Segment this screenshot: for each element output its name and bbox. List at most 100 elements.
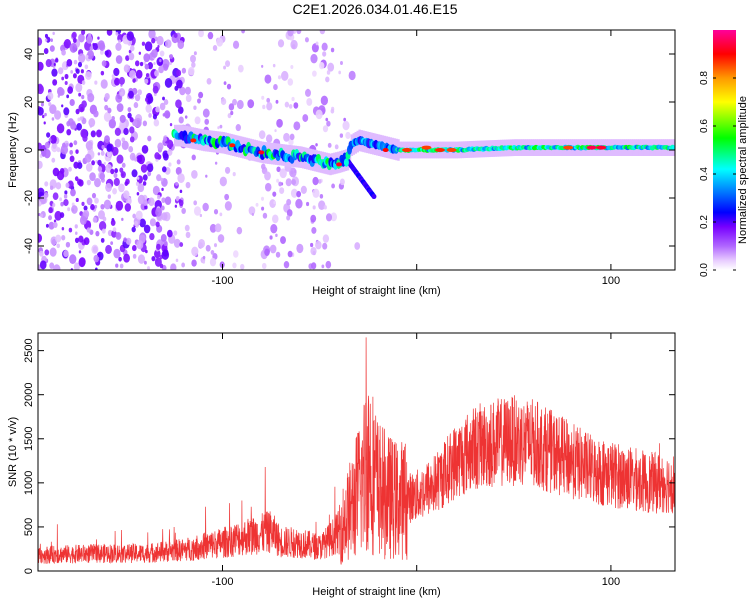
noise-blob: [38, 160, 43, 169]
noise-blob: [265, 134, 273, 143]
noise-blob: [71, 208, 74, 212]
noise-blob: [177, 106, 184, 114]
noise-blob: [164, 196, 172, 205]
noise-blob: [276, 118, 283, 128]
track-hotspot: [596, 145, 607, 150]
noise-blob: [290, 188, 298, 198]
noise-blob: [306, 201, 310, 207]
noise-blob: [100, 70, 105, 76]
noise-blob: [140, 164, 148, 173]
noise-blob: [123, 253, 130, 263]
track-hotspot: [563, 145, 574, 150]
noise-blob: [114, 138, 122, 148]
noise-blob: [86, 197, 93, 206]
noise-blob: [330, 108, 335, 114]
noise-blob: [175, 99, 182, 109]
noise-blob: [103, 112, 112, 122]
noise-blob: [38, 201, 42, 207]
noise-blob: [85, 71, 92, 80]
noise-blob: [191, 61, 196, 68]
noise-blob: [53, 264, 61, 270]
noise-blob: [331, 183, 335, 189]
noise-blob: [138, 51, 142, 55]
noise-blob: [210, 249, 215, 255]
noise-blob: [148, 113, 152, 118]
noise-blob: [311, 43, 319, 53]
noise-blob: [185, 94, 192, 103]
noise-blob: [49, 45, 55, 52]
noise-blob: [181, 207, 186, 214]
noise-blob: [81, 30, 86, 35]
noise-blob: [280, 236, 286, 244]
noise-blob: [39, 250, 44, 257]
snr-x-tick-label: -100: [211, 576, 233, 588]
noise-blob: [202, 202, 209, 212]
noise-blob: [73, 161, 79, 169]
noise-blob: [75, 197, 79, 203]
noise-blob: [84, 64, 89, 70]
colorbar-tick-label: 0.0: [699, 263, 710, 277]
noise-blob: [129, 126, 135, 134]
noise-blob: [161, 249, 170, 260]
noise-blob: [106, 143, 113, 152]
noise-blob: [188, 66, 195, 76]
noise-blob: [148, 30, 156, 39]
noise-blob: [224, 201, 232, 211]
noise-blob: [83, 205, 88, 211]
noise-blob: [64, 190, 68, 195]
noise-blob: [214, 161, 218, 165]
noise-blob: [224, 193, 230, 201]
spectrogram-y-tick-label: 20: [23, 96, 35, 108]
noise-blob: [292, 30, 296, 34]
noise-blob: [173, 230, 178, 236]
noise-blob: [137, 183, 145, 193]
noise-blob: [92, 42, 99, 51]
noise-blob: [57, 67, 64, 75]
noise-blob: [281, 70, 289, 81]
noise-blob: [65, 241, 71, 248]
noise-blob: [169, 123, 173, 127]
noise-blob: [216, 37, 224, 47]
noise-blob: [179, 242, 184, 248]
noise-blob: [312, 176, 319, 186]
noise-blob: [55, 58, 59, 63]
noise-blob: [69, 149, 74, 155]
noise-blob: [148, 197, 155, 207]
noise-blob: [48, 138, 52, 142]
noise-blob: [193, 206, 202, 216]
noise-blob: [115, 42, 122, 52]
noise-blob: [54, 110, 62, 120]
colorbar: 0.0 0.2 0.4 0.6 0.8 Normalized spectral ampli…: [699, 30, 749, 277]
noise-blob: [266, 102, 273, 111]
track-core: [671, 145, 675, 151]
spectrogram-image: [38, 30, 675, 270]
noise-blob: [73, 140, 78, 146]
noise-blob: [139, 61, 144, 67]
noise-blob: [345, 131, 351, 140]
noise-blob: [60, 144, 69, 155]
noise-blob: [135, 60, 140, 67]
noise-blob: [131, 226, 136, 233]
noise-blob: [43, 48, 49, 55]
noise-blob: [274, 129, 277, 133]
noise-blob: [185, 231, 191, 239]
noise-blob: [38, 264, 41, 270]
noise-blob: [105, 244, 112, 255]
noise-blob: [330, 212, 338, 222]
spectrogram-frame: [37, 29, 676, 271]
noise-blob: [64, 73, 69, 80]
noise-blob: [106, 30, 113, 36]
noise-blob: [86, 179, 91, 186]
noise-blob: [143, 260, 147, 265]
noise-blob: [339, 133, 344, 138]
noise-blob: [330, 47, 335, 53]
noise-blob: [88, 118, 96, 128]
snr-x-axis-label: Height of straight line (km): [312, 586, 440, 598]
noise-blob: [266, 97, 271, 103]
noise-blob: [136, 176, 140, 180]
noise-blob: [133, 102, 139, 109]
noise-blob: [124, 203, 132, 212]
noise-blob: [258, 130, 266, 140]
noise-blob: [291, 96, 295, 102]
noise-blob: [306, 98, 313, 106]
